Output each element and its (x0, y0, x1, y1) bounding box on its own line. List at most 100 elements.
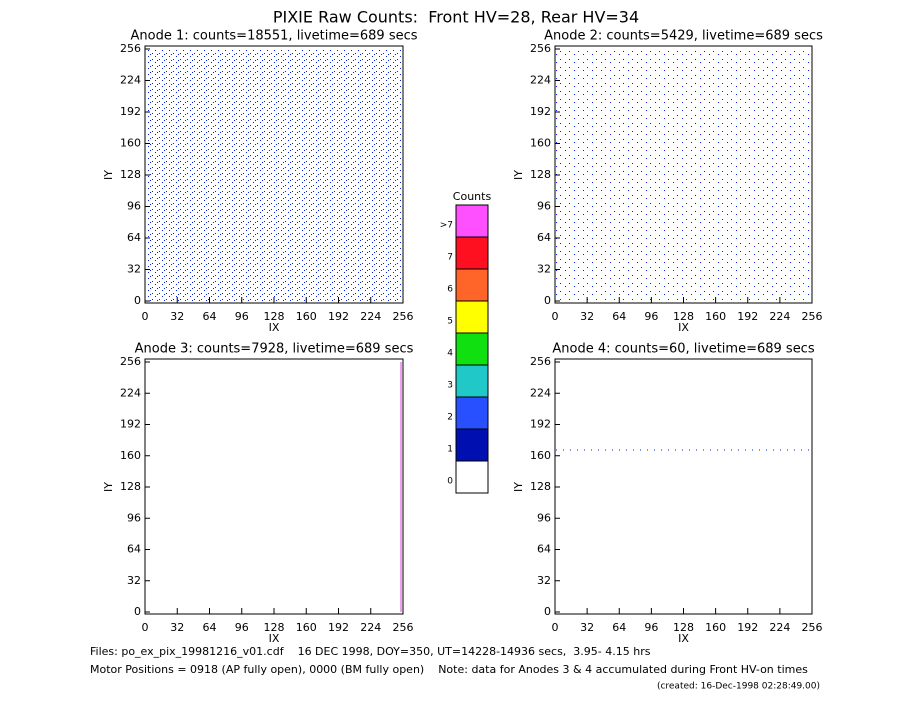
colorbar-title: Counts (453, 190, 492, 203)
y-axis-label: IY (512, 170, 525, 180)
x-tick-label: 32 (170, 621, 184, 634)
color-box (455, 300, 489, 334)
colorbar-label: 1 (447, 445, 453, 455)
colorbar-label: 3 (447, 381, 453, 391)
x-tick-label: 256 (393, 310, 414, 323)
x-tick-label: 224 (360, 310, 381, 323)
footer-text: Motor Positions = 0918 (AP fully open), … (90, 663, 808, 676)
y-tick-label: 160 (120, 449, 141, 462)
colorbar-label: 2 (447, 413, 453, 423)
y-axis-label: IY (512, 482, 525, 492)
y-tick-label: 224 (530, 74, 551, 87)
y-tick-label: 128 (530, 168, 551, 181)
colorbar-label: 0 (447, 477, 453, 487)
x-tick-label: 32 (170, 310, 184, 323)
x-tick-label: 160 (705, 310, 726, 323)
y-tick-label: 96 (127, 511, 141, 524)
panel-title: Anode 2: counts=5429, livetime=689 secs (544, 29, 823, 44)
x-tick-label: 0 (142, 310, 149, 323)
color-box (455, 396, 489, 430)
x-tick-label: 224 (769, 621, 790, 634)
y-tick-label: 224 (120, 74, 141, 87)
y-tick-label: 224 (120, 386, 141, 399)
x-tick-label: 256 (393, 621, 414, 634)
y-tick-label: 192 (530, 105, 551, 118)
plot-frame (144, 358, 404, 615)
y-tick-label: 96 (537, 511, 551, 524)
y-tick-label: 0 (134, 605, 141, 618)
x-tick-label: 64 (203, 621, 217, 634)
y-tick-label: 192 (120, 418, 141, 431)
x-tick-label: 192 (737, 621, 758, 634)
count-texture (556, 49, 812, 301)
y-tick-label: 32 (537, 263, 551, 276)
y-tick-label: 96 (537, 200, 551, 213)
x-tick-label: 32 (580, 621, 594, 634)
x-tick-label: 0 (142, 621, 149, 634)
y-tick-label: 0 (134, 294, 141, 307)
y-tick-label: 160 (120, 137, 141, 150)
x-axis-label: IX (678, 632, 689, 645)
x-tick-label: 128 (264, 621, 285, 634)
x-tick-label: 96 (235, 621, 249, 634)
x-tick-label: 192 (328, 310, 349, 323)
y-tick-label: 256 (120, 355, 141, 368)
x-tick-label: 256 (802, 621, 823, 634)
colorbar-label: 7 (447, 253, 453, 263)
y-tick-label: 96 (127, 200, 141, 213)
y-tick-label: 0 (544, 605, 551, 618)
y-tick-label: 0 (544, 294, 551, 307)
x-tick-label: 256 (802, 310, 823, 323)
x-tick-label: 64 (612, 621, 626, 634)
y-tick-label: 160 (530, 449, 551, 462)
y-axis-label: IY (102, 170, 115, 180)
y-tick-label: 160 (530, 137, 551, 150)
y-axis-label: IY (102, 482, 115, 492)
x-tick-label: 128 (264, 310, 285, 323)
y-tick-label: 256 (530, 42, 551, 55)
y-tick-label: 128 (120, 168, 141, 181)
x-tick-label: 192 (737, 310, 758, 323)
x-tick-label: 64 (612, 310, 626, 323)
panel-title: Anode 1: counts=18551, livetime=689 secs (130, 29, 417, 44)
color-box (455, 364, 489, 398)
panel-title: Anode 3: counts=7928, livetime=689 secs (135, 342, 414, 357)
color-box (455, 268, 489, 302)
x-tick-label: 160 (296, 621, 317, 634)
x-tick-label: 160 (705, 621, 726, 634)
main-title: PIXIE Raw Counts: Front HV=28, Rear HV=3… (273, 8, 639, 27)
color-box (455, 460, 489, 494)
x-tick-label: 96 (644, 310, 658, 323)
color-box (455, 204, 489, 238)
x-tick-label: 224 (769, 310, 790, 323)
colorbar-label: >7 (440, 221, 453, 231)
y-tick-label: 256 (120, 42, 141, 55)
plot-frame (554, 358, 813, 615)
x-tick-label: 64 (203, 310, 217, 323)
x-axis-label: IX (269, 632, 280, 645)
y-tick-label: 64 (127, 543, 141, 556)
y-tick-label: 192 (530, 418, 551, 431)
x-tick-label: 0 (552, 621, 559, 634)
x-tick-label: 192 (328, 621, 349, 634)
y-tick-label: 64 (127, 231, 141, 244)
x-tick-label: 32 (580, 310, 594, 323)
footer-text: Files: po_ex_pix_19981216_v01.cdf 16 DEC… (90, 645, 651, 658)
x-tick-label: 128 (673, 310, 694, 323)
colorbar-label: 5 (447, 317, 453, 327)
y-tick-label: 64 (537, 543, 551, 556)
x-tick-label: 128 (673, 621, 694, 634)
x-axis-label: IX (678, 321, 689, 334)
x-axis-label: IX (269, 321, 280, 334)
x-tick-label: 96 (235, 310, 249, 323)
x-tick-label: 0 (552, 310, 559, 323)
y-tick-label: 32 (127, 574, 141, 587)
y-tick-label: 192 (120, 105, 141, 118)
y-tick-label: 256 (530, 355, 551, 368)
y-tick-label: 128 (120, 480, 141, 493)
colorbar-label: 4 (447, 349, 453, 359)
count-texture (146, 49, 402, 301)
x-tick-label: 224 (360, 621, 381, 634)
colorbar-label: 6 (447, 285, 453, 295)
